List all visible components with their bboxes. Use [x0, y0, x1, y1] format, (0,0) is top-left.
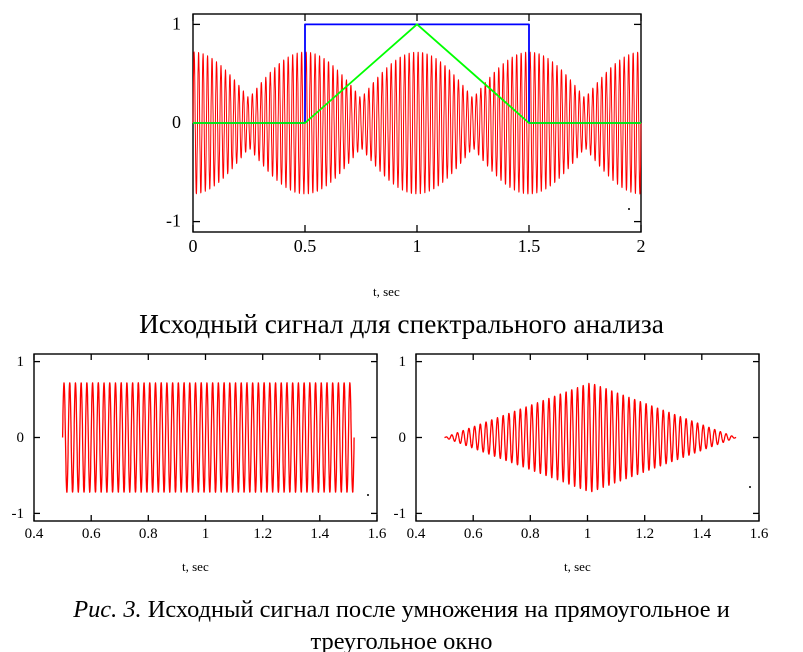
svg-text:0: 0 [189, 236, 198, 256]
svg-text:0: 0 [399, 430, 407, 446]
svg-text:1.4: 1.4 [310, 526, 329, 542]
svg-text:0.6: 0.6 [464, 526, 483, 542]
svg-text:0: 0 [172, 112, 181, 132]
svg-text:-1: -1 [394, 506, 407, 522]
svg-text:1.4: 1.4 [692, 526, 711, 542]
svg-text:1.6: 1.6 [750, 526, 769, 542]
svg-text:1.2: 1.2 [253, 526, 272, 542]
svg-text:1: 1 [584, 526, 592, 542]
svg-text:1.2: 1.2 [635, 526, 654, 542]
svg-text:1: 1 [17, 354, 25, 370]
svg-text:1.5: 1.5 [518, 236, 541, 256]
svg-text:1: 1 [172, 13, 181, 33]
svg-text:-1: -1 [166, 211, 181, 231]
svg-text:0.6: 0.6 [82, 526, 101, 542]
svg-text:1: 1 [413, 236, 422, 256]
svg-text:1.6: 1.6 [368, 526, 387, 542]
svg-text:0.8: 0.8 [521, 526, 540, 542]
svg-text:0.4: 0.4 [407, 526, 426, 542]
svg-text:1: 1 [202, 526, 210, 542]
svg-text:1: 1 [399, 354, 407, 370]
svg-text:0.4: 0.4 [25, 526, 44, 542]
svg-text:0.8: 0.8 [139, 526, 158, 542]
svg-text:0.5: 0.5 [294, 236, 317, 256]
svg-text:0: 0 [17, 430, 25, 446]
svg-text:-1: -1 [12, 506, 25, 522]
svg-text:2: 2 [637, 236, 646, 256]
